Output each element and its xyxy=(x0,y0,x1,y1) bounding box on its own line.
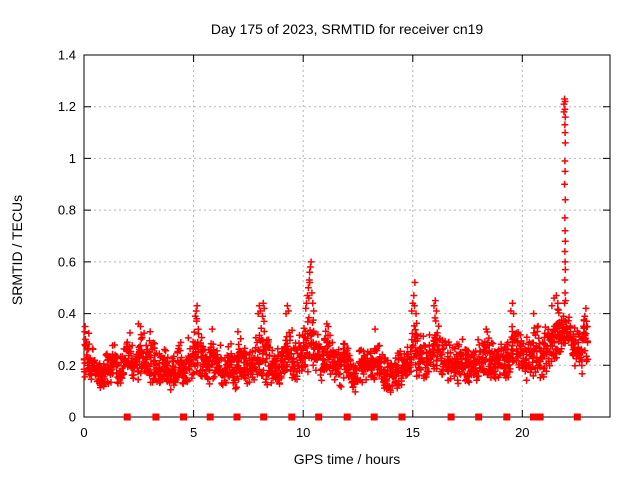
y-axis-label: SRMTID / TECUs xyxy=(9,194,25,306)
chart-title: Day 175 of 2023, SRMTID for receiver cn1… xyxy=(210,21,484,37)
x-axis-label: GPS time / hours xyxy=(293,451,401,467)
svg-text:0.2: 0.2 xyxy=(58,358,76,373)
svg-text:10: 10 xyxy=(296,425,310,440)
svg-text:0: 0 xyxy=(80,425,87,440)
svg-text:1.4: 1.4 xyxy=(58,48,76,63)
svg-text:5: 5 xyxy=(190,425,197,440)
svg-text:1: 1 xyxy=(69,151,76,166)
svg-text:0.8: 0.8 xyxy=(58,203,76,218)
svg-text:0.4: 0.4 xyxy=(58,306,76,321)
svg-text:0: 0 xyxy=(69,410,76,425)
svg-text:0.6: 0.6 xyxy=(58,254,76,269)
svg-text:20: 20 xyxy=(515,425,529,440)
svg-text:15: 15 xyxy=(406,425,420,440)
svg-text:1.2: 1.2 xyxy=(58,99,76,114)
